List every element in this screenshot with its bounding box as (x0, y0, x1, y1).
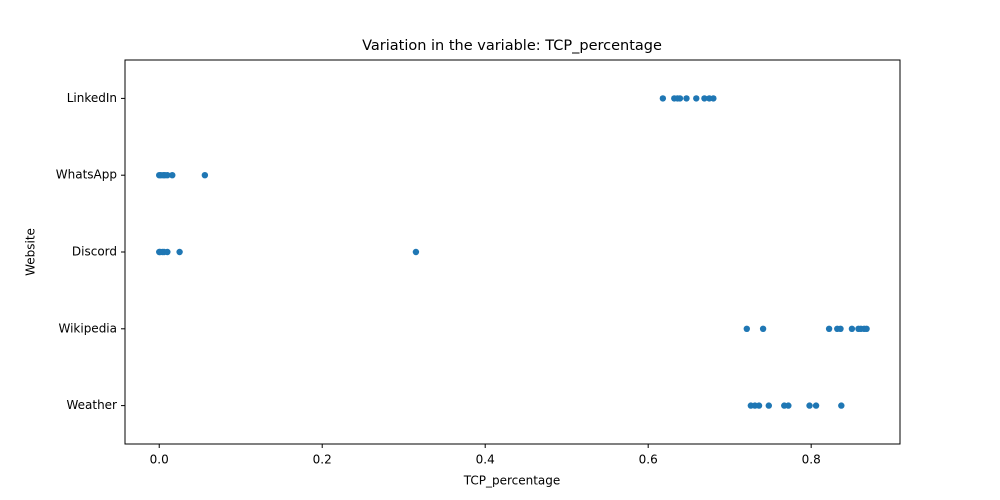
x-tick-label: 0.4 (476, 453, 495, 467)
point (759, 325, 767, 332)
x-tick-label: 0.8 (802, 453, 821, 467)
chart-title: Variation in the variable: TCP_percentag… (362, 38, 662, 54)
y-tick-label: WhatsApp (56, 168, 117, 182)
point (838, 402, 845, 409)
point (164, 172, 171, 179)
plot-frame (124, 59, 901, 445)
point (812, 402, 820, 409)
point (710, 95, 717, 102)
point (201, 172, 209, 179)
point (412, 248, 420, 256)
point (176, 248, 183, 256)
point (755, 402, 763, 409)
point (743, 325, 750, 332)
point (785, 402, 792, 409)
point (164, 248, 171, 256)
point (825, 325, 833, 332)
y-tick-label: Discord (72, 245, 117, 259)
point (806, 402, 813, 409)
point (693, 95, 700, 102)
point (683, 95, 690, 102)
y-tick-label: Weather (66, 398, 117, 412)
y-tick-label: Wikipedia (58, 321, 117, 335)
point (765, 402, 772, 409)
point (169, 172, 176, 179)
point (848, 325, 856, 332)
x-axis-label: TCP_percentage (463, 474, 561, 488)
y-axis-label: Website (24, 228, 38, 276)
point (676, 95, 684, 102)
point (659, 95, 667, 102)
y-tick-label: LinkedIn (67, 91, 117, 105)
x-tick-label: 0.6 (639, 453, 658, 467)
x-tick-label: 0.0 (150, 453, 169, 467)
point (837, 325, 844, 332)
point (863, 325, 870, 332)
x-tick-label: 0.2 (313, 453, 332, 467)
point (701, 95, 708, 102)
